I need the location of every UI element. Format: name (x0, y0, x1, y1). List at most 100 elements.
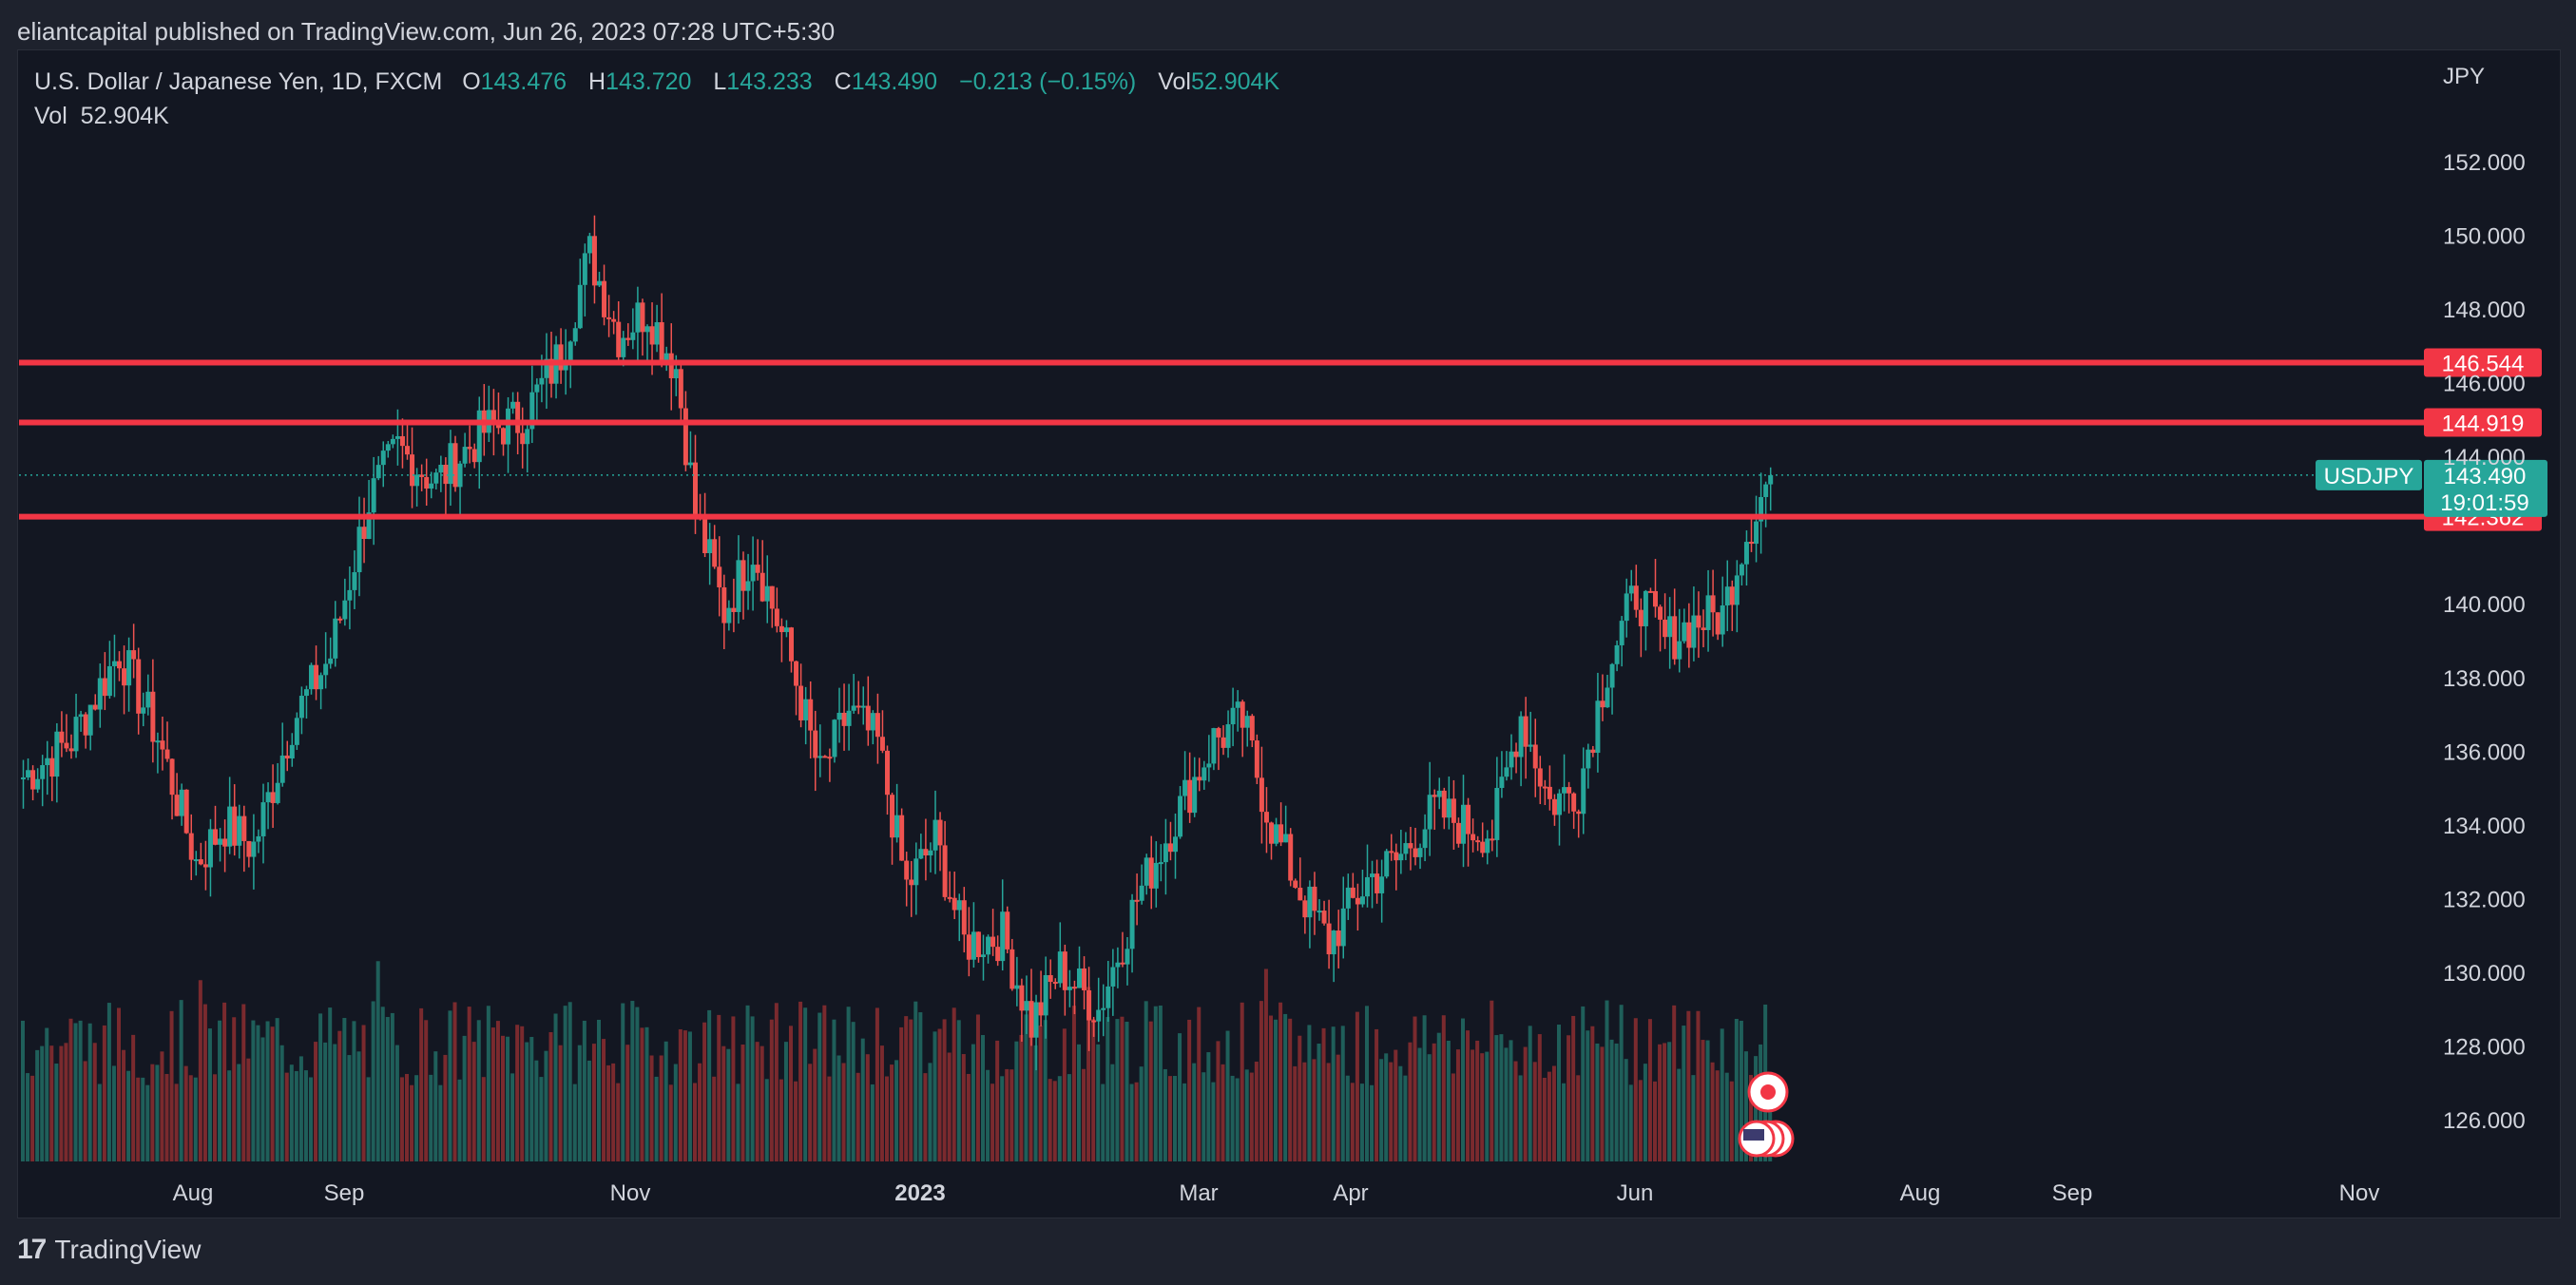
candle-body (122, 668, 127, 686)
candle-body (663, 353, 669, 360)
volume-bar (1619, 1005, 1624, 1161)
candle-body (774, 608, 779, 626)
volume-bar (1009, 1069, 1014, 1161)
candle-body (759, 572, 765, 602)
volume-bar (1677, 1068, 1682, 1161)
x-tick-label: Aug (1900, 1180, 1941, 1206)
publish-info: eliantcapital published on TradingView.c… (17, 17, 836, 46)
candle-body (745, 581, 751, 591)
candle-body (1317, 911, 1322, 913)
candle-body (1211, 728, 1217, 764)
volume-bar (1417, 1047, 1422, 1161)
volume-bar (237, 1064, 241, 1161)
volume-bar (975, 1014, 980, 1161)
volume-bar (1293, 1065, 1298, 1161)
volume-bar (207, 1028, 212, 1161)
volume-bar (1528, 1026, 1532, 1161)
symbol-name[interactable]: U.S. Dollar / Japanese Yen, 1D, FXCM (34, 68, 443, 95)
volume-bar (501, 1035, 505, 1161)
volume-bar (591, 1044, 596, 1161)
candle-body (1513, 751, 1519, 758)
volume-bar (1403, 1075, 1408, 1161)
volume-bar (424, 1020, 429, 1161)
candle-body (808, 699, 814, 731)
candle-body (659, 322, 664, 360)
event-markers (1738, 1071, 1795, 1158)
candle-body (1274, 824, 1279, 844)
candle-body (390, 438, 395, 445)
volume-bar (1422, 1015, 1427, 1161)
candle-body (717, 566, 722, 587)
y-tick-label: 132.000 (2443, 887, 2526, 912)
volume-value: 52.904K (1190, 68, 1280, 95)
volume-bar (712, 1076, 717, 1161)
candle-body (30, 770, 36, 790)
volume-bar (68, 1018, 73, 1161)
candle-body (841, 712, 847, 726)
volume-bar (750, 1016, 755, 1161)
volume-bar (1724, 1072, 1729, 1161)
candle-body (1394, 852, 1399, 861)
candle-body (45, 758, 50, 766)
candle-body (1158, 862, 1163, 865)
volume-bar (78, 1020, 83, 1161)
volume-bar (232, 1017, 237, 1161)
volume-bar (1096, 1044, 1101, 1161)
candle-body (1485, 838, 1490, 853)
volume-bar (390, 1012, 394, 1161)
candle-body (1235, 701, 1240, 708)
volume-bar (452, 1002, 457, 1161)
volume-bar (92, 1043, 97, 1161)
volume-bar (668, 1084, 673, 1161)
candle-body (1240, 701, 1245, 728)
volume-bar (1523, 1046, 1528, 1161)
candle-body (232, 806, 238, 846)
volume-bar (678, 1028, 682, 1161)
volume-bar (45, 1027, 49, 1161)
candle-body (1754, 521, 1759, 545)
candle-body (1413, 848, 1418, 857)
volume-bar (399, 1077, 404, 1161)
volume-bar (136, 1077, 141, 1161)
volume-bar (1139, 1066, 1144, 1161)
volume-bar (64, 1043, 68, 1161)
candle-body (1153, 862, 1159, 889)
candle-body (218, 838, 223, 845)
candle-body (1466, 804, 1471, 834)
candle-body (1288, 834, 1294, 881)
volume-bar (1567, 1035, 1571, 1161)
candle-body (1340, 908, 1346, 947)
candle-body (1201, 767, 1207, 781)
candle-body (591, 236, 597, 286)
volume-bar (1562, 1083, 1567, 1161)
volume-bar (769, 1019, 774, 1161)
volume-bar (515, 1025, 520, 1161)
volume-bar (1331, 1026, 1336, 1161)
candle-body (1225, 724, 1231, 748)
volume-bar (764, 1079, 769, 1161)
volume-bar (506, 1036, 510, 1161)
candle-body (534, 384, 540, 393)
candle-body (1096, 1009, 1102, 1022)
volume-bar (443, 1054, 448, 1161)
candle-body (966, 934, 971, 960)
candle-body (1682, 622, 1687, 642)
candle-body (529, 392, 535, 430)
volume-legend[interactable]: Vol 52.904K (34, 103, 169, 129)
candle-body (73, 717, 79, 752)
volume-bar (1551, 1065, 1556, 1161)
x-tick-label: Nov (2339, 1180, 2380, 1206)
candle-body (1067, 987, 1072, 990)
volume-bar (659, 1055, 663, 1161)
volume-bar (510, 1073, 515, 1161)
candle-body (602, 280, 607, 317)
candle-body (202, 864, 208, 868)
candle-body (1590, 749, 1596, 754)
footer[interactable]: 17 TradingView (17, 1234, 201, 1266)
volume-bar (1754, 1056, 1759, 1161)
volume-bar (952, 1007, 956, 1161)
candle-body (328, 658, 334, 664)
candle-body (1014, 985, 1020, 989)
volume-bar (572, 1084, 577, 1161)
